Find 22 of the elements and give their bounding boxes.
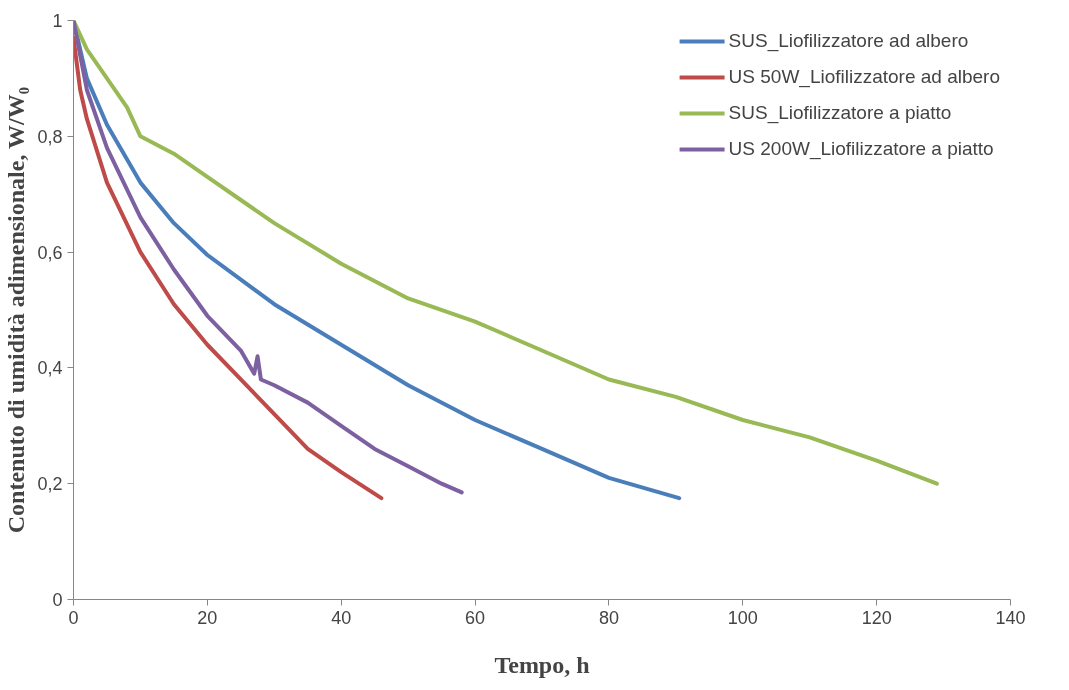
x-tick-label: 0 (68, 607, 79, 628)
x-axis-title: Tempo, h (494, 651, 590, 678)
line-series (73, 20, 464, 495)
legend-label: US 50W_Liofilizzatore ad albero (728, 66, 1000, 88)
x-tick-label: 100 (727, 607, 758, 628)
y-tick-label: 0,4 (37, 358, 63, 379)
y-tick-label: 0,2 (37, 474, 63, 495)
x-tick-label: 80 (598, 607, 619, 628)
y-tick-label: 0 (52, 590, 63, 610)
y-tick-label: 1 (52, 11, 63, 31)
x-tick-label: 40 (331, 607, 352, 628)
x-tick-label: 60 (465, 607, 486, 628)
x-tick-label: 20 (197, 607, 218, 628)
x-tick-label: 120 (861, 607, 892, 628)
x-tick-label: 140 (995, 607, 1026, 628)
y-tick-label: 0,8 (37, 126, 63, 147)
line-series (73, 35, 384, 501)
legend-label: SUS_Liofilizzatore ad albero (728, 30, 969, 52)
legend-label: SUS_Liofilizzatore a piatto (728, 102, 952, 124)
y-tick-label: 0,6 (37, 242, 63, 263)
y-axis-title: Contenuto di umidità adimensionale, W/W₀ (3, 87, 30, 534)
legend-label: US 200W_Liofilizzatore a piatto (728, 138, 994, 160)
